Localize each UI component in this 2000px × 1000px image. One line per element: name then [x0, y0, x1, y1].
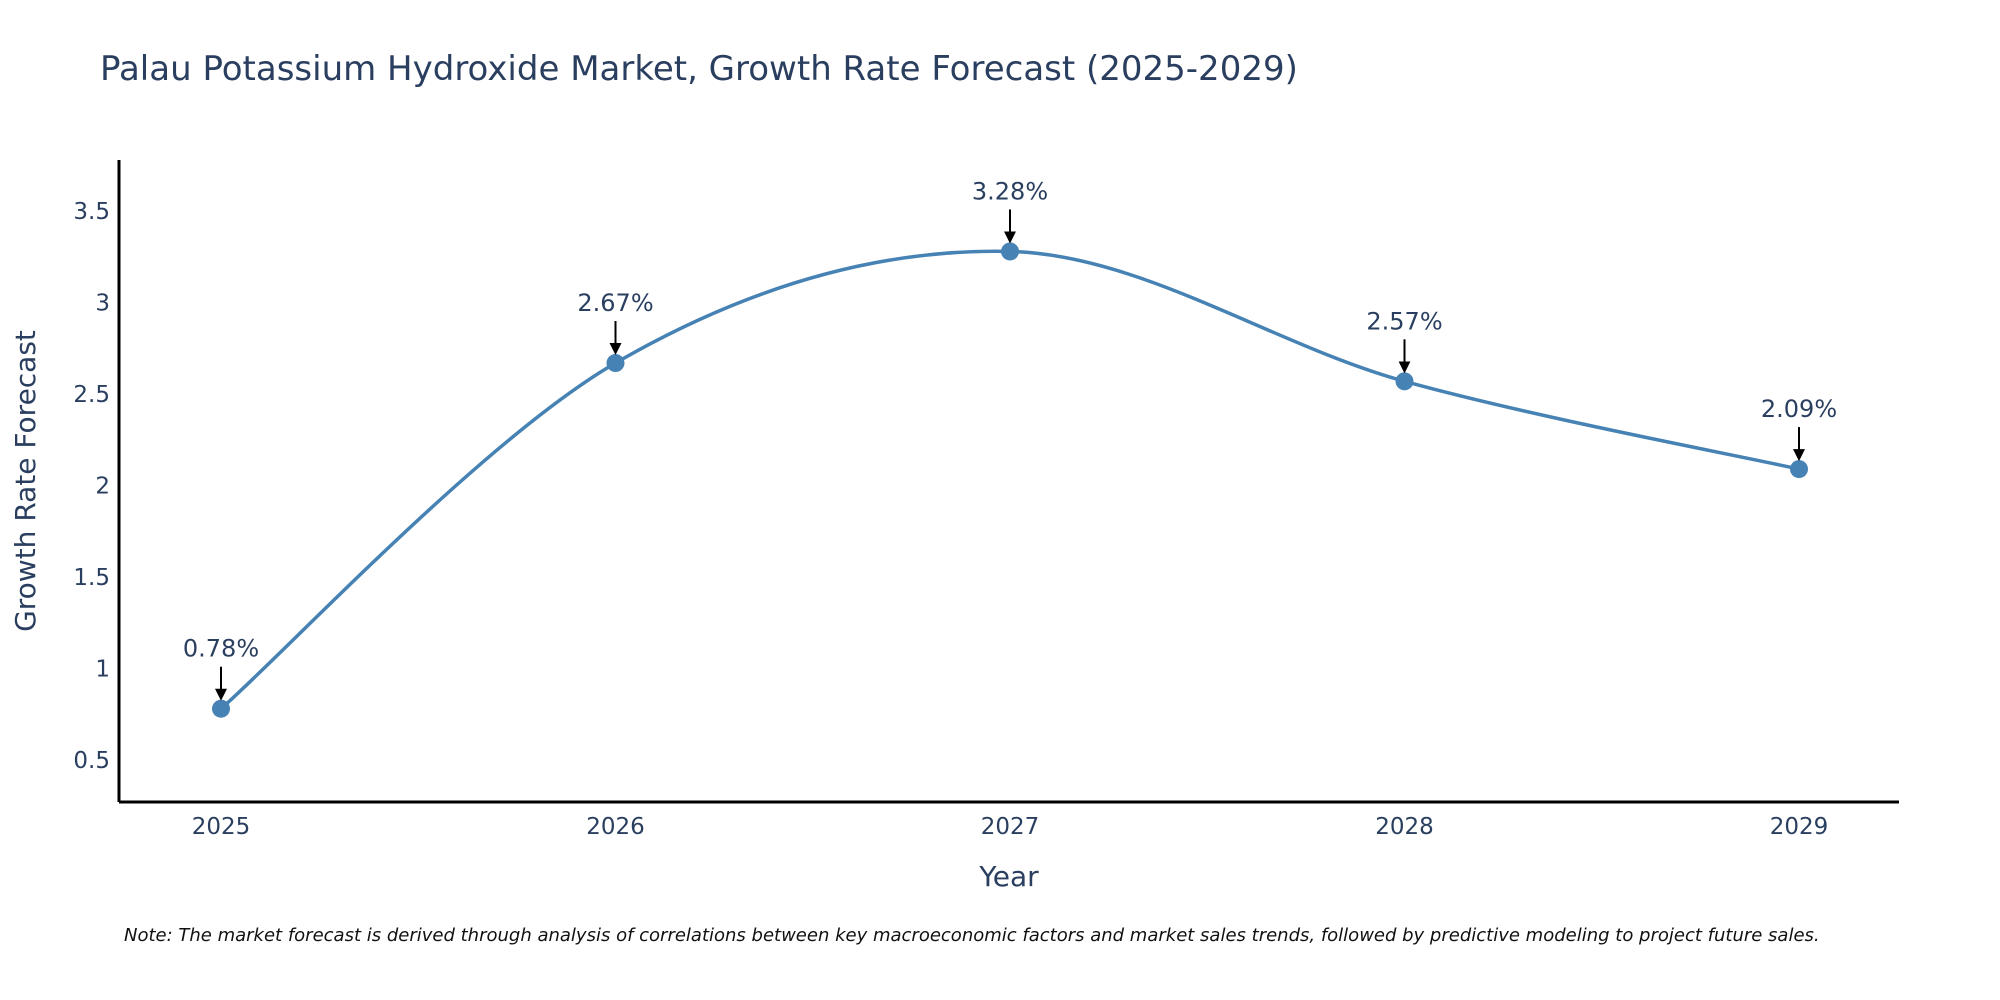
y-tick-label: 1.5: [73, 565, 110, 591]
footnote: Note: The market forecast is derived thr…: [124, 925, 1820, 946]
data-point-2025: [212, 699, 230, 718]
y-tick-label: 1: [95, 656, 110, 682]
y-axis-ticks: 0.5 1 1.5 2 2.5 3 3.5: [73, 199, 110, 774]
data-label: 2.67%: [577, 289, 653, 317]
x-tick-label: 2027: [981, 814, 1040, 840]
y-tick-label: 0.5: [73, 748, 110, 774]
y-tick-label: 3: [95, 291, 110, 317]
x-axis-title: Year: [978, 860, 1039, 893]
x-tick-label: 2026: [586, 814, 645, 840]
data-label: 3.28%: [972, 177, 1048, 205]
data-point-2029: [1790, 460, 1808, 479]
series-layer: [212, 242, 1808, 718]
y-tick-label: 2.5: [73, 382, 110, 408]
data-point-2027: [1001, 242, 1019, 261]
x-tick-label: 2025: [192, 814, 251, 840]
y-tick-label: 3.5: [73, 199, 110, 225]
x-tick-label: 2028: [1375, 814, 1434, 840]
y-axis-title: Growth Rate Forecast: [9, 330, 42, 632]
data-point-2028: [1395, 372, 1414, 391]
data-point-2026: [606, 354, 625, 373]
y-tick-label: 2: [95, 474, 110, 500]
data-label: 0.78%: [183, 635, 259, 663]
data-label: 2.09%: [1761, 395, 1837, 423]
annotation-layer: 0.78% 2.67% 3.28% 2.57% 2.09%: [183, 177, 1837, 701]
x-axis-ticks: 2025 2026 2027 2028 2029: [192, 814, 1829, 840]
chart-title: Palau Potassium Hydroxide Market, Growth…: [100, 49, 1298, 89]
data-label: 2.57%: [1366, 307, 1442, 335]
x-tick-label: 2029: [1770, 814, 1829, 840]
